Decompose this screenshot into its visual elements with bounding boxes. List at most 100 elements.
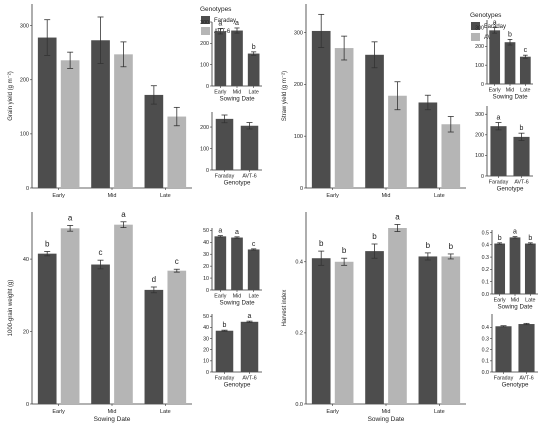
- hi-genotype-category-label: Faraday: [494, 376, 514, 382]
- tgw-main-significance-letter: d: [152, 275, 156, 284]
- straw-sowing-x-label: Sowing Date: [492, 94, 528, 101]
- straw-sowing-bar: [489, 30, 501, 84]
- hi-genotype-y-tick-label: 0.1: [482, 359, 489, 365]
- hi-genotype-y-tick-label: 0.0: [482, 370, 489, 376]
- hi-main-category-label: Mid: [382, 409, 391, 415]
- grain-main-category-label: Late: [160, 193, 171, 199]
- hi-main-significance-letter: b: [449, 242, 454, 251]
- straw-main-bar: [334, 48, 354, 189]
- tgw-sowing-bar: [231, 237, 243, 290]
- tgw-main-y-tick-label: 20: [23, 329, 29, 335]
- grain-sowing-x-label: Sowing Date: [219, 96, 255, 103]
- hi-sowing-x-label: Sowing Date: [497, 304, 533, 311]
- legend-title: Genotypes: [470, 12, 502, 19]
- hi-genotype-category-label: AVT-6: [519, 376, 533, 382]
- straw-main-bar: [441, 124, 461, 188]
- tgw-main-category-label: Early: [52, 409, 65, 415]
- tgw-sowing-significance-letter: c: [252, 241, 256, 248]
- grain-main-bar: [37, 37, 57, 188]
- grain-sowing-category-label: Late: [249, 90, 259, 96]
- tgw-main-bar: [60, 228, 80, 404]
- legend-swatch: [471, 33, 480, 41]
- tgw-sowing-category-label: Late: [249, 294, 259, 300]
- tgw-main-panel: 0 20 40 1000-grain weight (g) b a Early c a Mid d c…: [8, 210, 192, 423]
- hi-genotype-bar: [495, 326, 512, 372]
- tgw-genotype-category-label: Faraday: [215, 376, 235, 382]
- legend-swatch: [201, 27, 210, 35]
- tgw-genotype-y-tick-label: 50: [203, 314, 209, 320]
- straw-sowing-significance-letter: b: [508, 31, 512, 38]
- grain-sowing-y-tick-label: 200: [200, 41, 209, 47]
- straw-sowing-y-tick-label: 100: [475, 63, 484, 69]
- grain-main-category-label: Mid: [108, 193, 117, 199]
- hi-main-category-label: Early: [326, 409, 339, 415]
- grain-sowing-category-label: Mid: [233, 90, 242, 96]
- legend-swatch: [201, 16, 210, 24]
- grain-genotype-x-label: Genotype: [224, 180, 251, 187]
- straw-genotype-bar: [490, 126, 507, 176]
- tgw-sowing-y-tick-label: 40: [203, 240, 209, 246]
- straw-genotype-significance-letter: b: [520, 125, 524, 132]
- hi-main-bar: [334, 261, 354, 404]
- tgw-sowing-significance-letter: a: [218, 228, 222, 235]
- tgw-genotype-bar: [240, 321, 259, 372]
- straw-sowing-y-tick-label: 300: [475, 25, 484, 31]
- grain-sowing-y-tick-label: 300: [200, 20, 209, 26]
- tgw-main-bar: [114, 224, 133, 404]
- tgw-genotype-significance-letter: b: [223, 322, 227, 329]
- hi-main-y-label: Harvest index: [282, 290, 288, 327]
- tgw-sowing-category-label: Mid: [233, 294, 242, 300]
- grain-genotype-category-label: Faraday: [215, 174, 235, 180]
- tgw-genotype-y-tick-label: 10: [203, 359, 209, 365]
- tgw-genotype-y-tick-label: 20: [203, 347, 209, 353]
- hi-main-y-tick-label: 0.0: [295, 402, 303, 408]
- tgw-sowing-y-tick-label: 0: [206, 288, 209, 294]
- grain-sowing-significance-letter: a: [235, 20, 239, 27]
- hi-main-significance-letter: b: [342, 246, 347, 255]
- tgw-sowing-y-tick-label: 50: [203, 228, 209, 234]
- grain-sowing-y-tick-label: 0: [206, 84, 209, 90]
- hi-main-y-tick-label: 0.2: [295, 331, 303, 337]
- tgw-main-significance-letter: c: [175, 257, 179, 266]
- hi-main-category-label: Late: [434, 409, 445, 415]
- tgw-main-y-label: 1000-grain weight (g): [8, 280, 14, 337]
- hi-sowing-y-tick-label: 0.4: [482, 243, 489, 249]
- legend-swatch: [471, 22, 480, 30]
- tgw-main-category-label: Late: [160, 409, 171, 415]
- hi-main-significance-letter: b: [426, 241, 431, 250]
- straw-genotype-y-tick-label: 100: [475, 153, 484, 159]
- tgw-sowing-y-tick-label: 30: [203, 252, 209, 258]
- grain-sowing-bar: [247, 53, 260, 86]
- hi-main-bar: [311, 258, 331, 404]
- tgw-main-significance-letter: b: [45, 239, 50, 248]
- grain-main-category-label: Early: [52, 193, 65, 199]
- hi-sowing-significance-letter: b: [528, 235, 532, 242]
- tgw-main-bar: [144, 289, 164, 404]
- legend-title: Genotypes: [200, 6, 232, 13]
- tgw-sowing-bar: [214, 236, 227, 290]
- hi-sowing-significance-letter: b: [498, 235, 502, 242]
- grain-genotype-y-tick-label: 100: [200, 146, 209, 152]
- tgw-main-bar: [167, 270, 187, 404]
- straw-main-y-tick-label: 300: [294, 30, 303, 36]
- grain-main-bar: [144, 94, 164, 188]
- straw-main-y-tick-label: 100: [294, 134, 303, 140]
- grain-sowing-significance-letter: b: [252, 44, 256, 51]
- straw-sowing-y-tick-label: 0: [481, 82, 484, 88]
- hi-main-x-label: Sowing Date: [368, 416, 405, 423]
- hi-main-y-tick-label: 0.4: [295, 260, 303, 266]
- hi-sowing-category-label: Mid: [511, 298, 520, 304]
- hi-main-significance-letter: b: [319, 239, 324, 248]
- grain-sowing-bar: [214, 31, 227, 87]
- hi-sowing-bar: [524, 243, 536, 294]
- tgw-genotype-y-tick-label: 30: [203, 336, 209, 342]
- grain-sowing-bar: [231, 30, 243, 86]
- hi-genotype-y-tick-label: 0.2: [482, 347, 489, 353]
- hi-sowing-bar: [494, 243, 506, 294]
- hi-genotype-y-tick-label: 0.3: [482, 336, 489, 342]
- grain-main-y-label: Grain yield (g m⁻²): [8, 71, 14, 121]
